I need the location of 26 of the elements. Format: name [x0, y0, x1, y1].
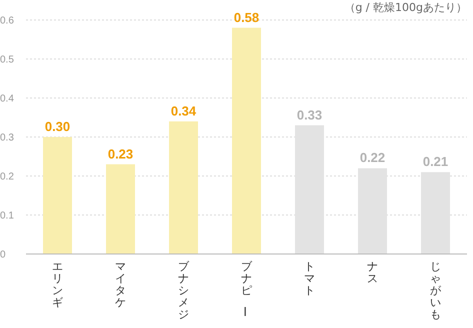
data-label: 0.58: [234, 10, 260, 25]
data-label: 0.30: [44, 119, 70, 134]
y-tick-label: 0.1: [0, 210, 14, 222]
x-tick-label: ブナシメジ: [178, 260, 190, 321]
x-tick-label: エリンギ: [52, 260, 63, 309]
data-label: 0.21: [422, 154, 448, 170]
y-tick-label: 0.5: [0, 54, 14, 66]
y-tick-label: 0.4: [0, 94, 14, 105]
y-tick-label: 0: [0, 250, 6, 261]
bar: [169, 121, 198, 254]
x-tick-label: マイタケ: [115, 260, 126, 309]
data-label: 0.22: [360, 150, 386, 166]
x-tick-label: トマト: [304, 260, 315, 297]
x-tick-label: ナス: [367, 260, 378, 285]
x-tick-label: じゃがいも: [430, 260, 442, 321]
y-axis-title: （g / 乾燥100gあたり）: [344, 0, 467, 15]
bar: [106, 164, 136, 254]
y-tick-label: 0.2: [0, 172, 14, 183]
y-tick-label: 0.6: [0, 16, 14, 27]
bar: [43, 137, 72, 254]
bar: [232, 28, 262, 254]
data-label: 0.23: [108, 146, 134, 162]
data-label: 0.33: [296, 107, 322, 122]
x-tick-label: ブナピー: [238, 260, 253, 317]
data-label: 0.34: [170, 103, 197, 118]
y-tick-label: 0.3: [0, 132, 14, 144]
